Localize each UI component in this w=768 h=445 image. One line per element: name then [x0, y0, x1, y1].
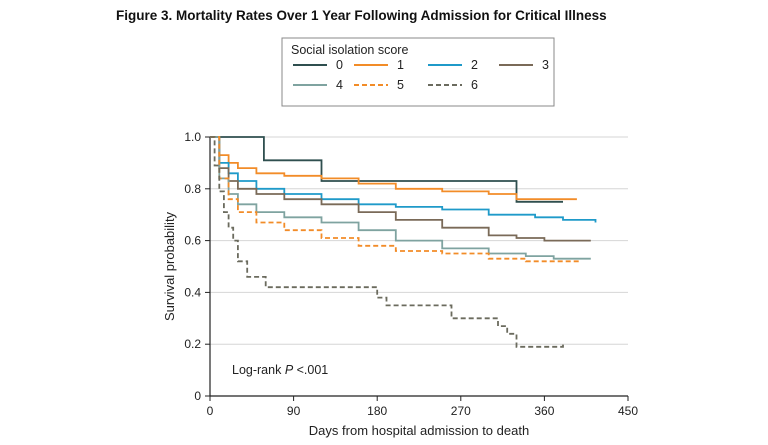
legend-label-3: 3 [542, 58, 549, 72]
legend-box [281, 37, 555, 107]
legend-label-6: 6 [471, 78, 478, 92]
legend-title: Social isolation score [291, 43, 408, 57]
series-line-5 [210, 136, 582, 263]
x-axis-label: Days from hospital admission to death [309, 423, 529, 438]
y-tick-label: 0.6 [184, 234, 201, 248]
series-line-1 [210, 136, 577, 201]
x-tick-label: 450 [618, 404, 638, 418]
y-tick-label: 0 [194, 389, 201, 403]
y-tick-label: 0.8 [184, 182, 201, 196]
legend-label-1: 1 [397, 58, 404, 72]
x-tick-label: 90 [287, 404, 301, 418]
y-tick-label: 1.0 [184, 130, 201, 144]
y-axis-label: Survival probability [162, 211, 177, 321]
series-line-4 [210, 136, 591, 260]
x-tick-label: 0 [207, 404, 214, 418]
legend-label-4: 4 [336, 78, 343, 92]
legend-label-2: 2 [471, 58, 478, 72]
logrank-annotation: Log-rank P <.001 [232, 363, 328, 377]
series-line-0 [210, 136, 563, 203]
y-tick-label: 0.2 [184, 337, 201, 351]
legend-label-5: 5 [397, 78, 404, 92]
y-tick-label: 0.4 [184, 285, 201, 299]
series-line-2 [210, 136, 597, 223]
figure-title: Figure 3. Mortality Rates Over 1 Year Fo… [116, 8, 607, 23]
series-line-3 [210, 136, 591, 242]
x-tick-label: 270 [451, 404, 471, 418]
legend-label-0: 0 [336, 58, 343, 72]
series-line-6 [210, 136, 564, 348]
x-tick-label: 360 [534, 404, 554, 418]
x-tick-label: 180 [367, 404, 387, 418]
